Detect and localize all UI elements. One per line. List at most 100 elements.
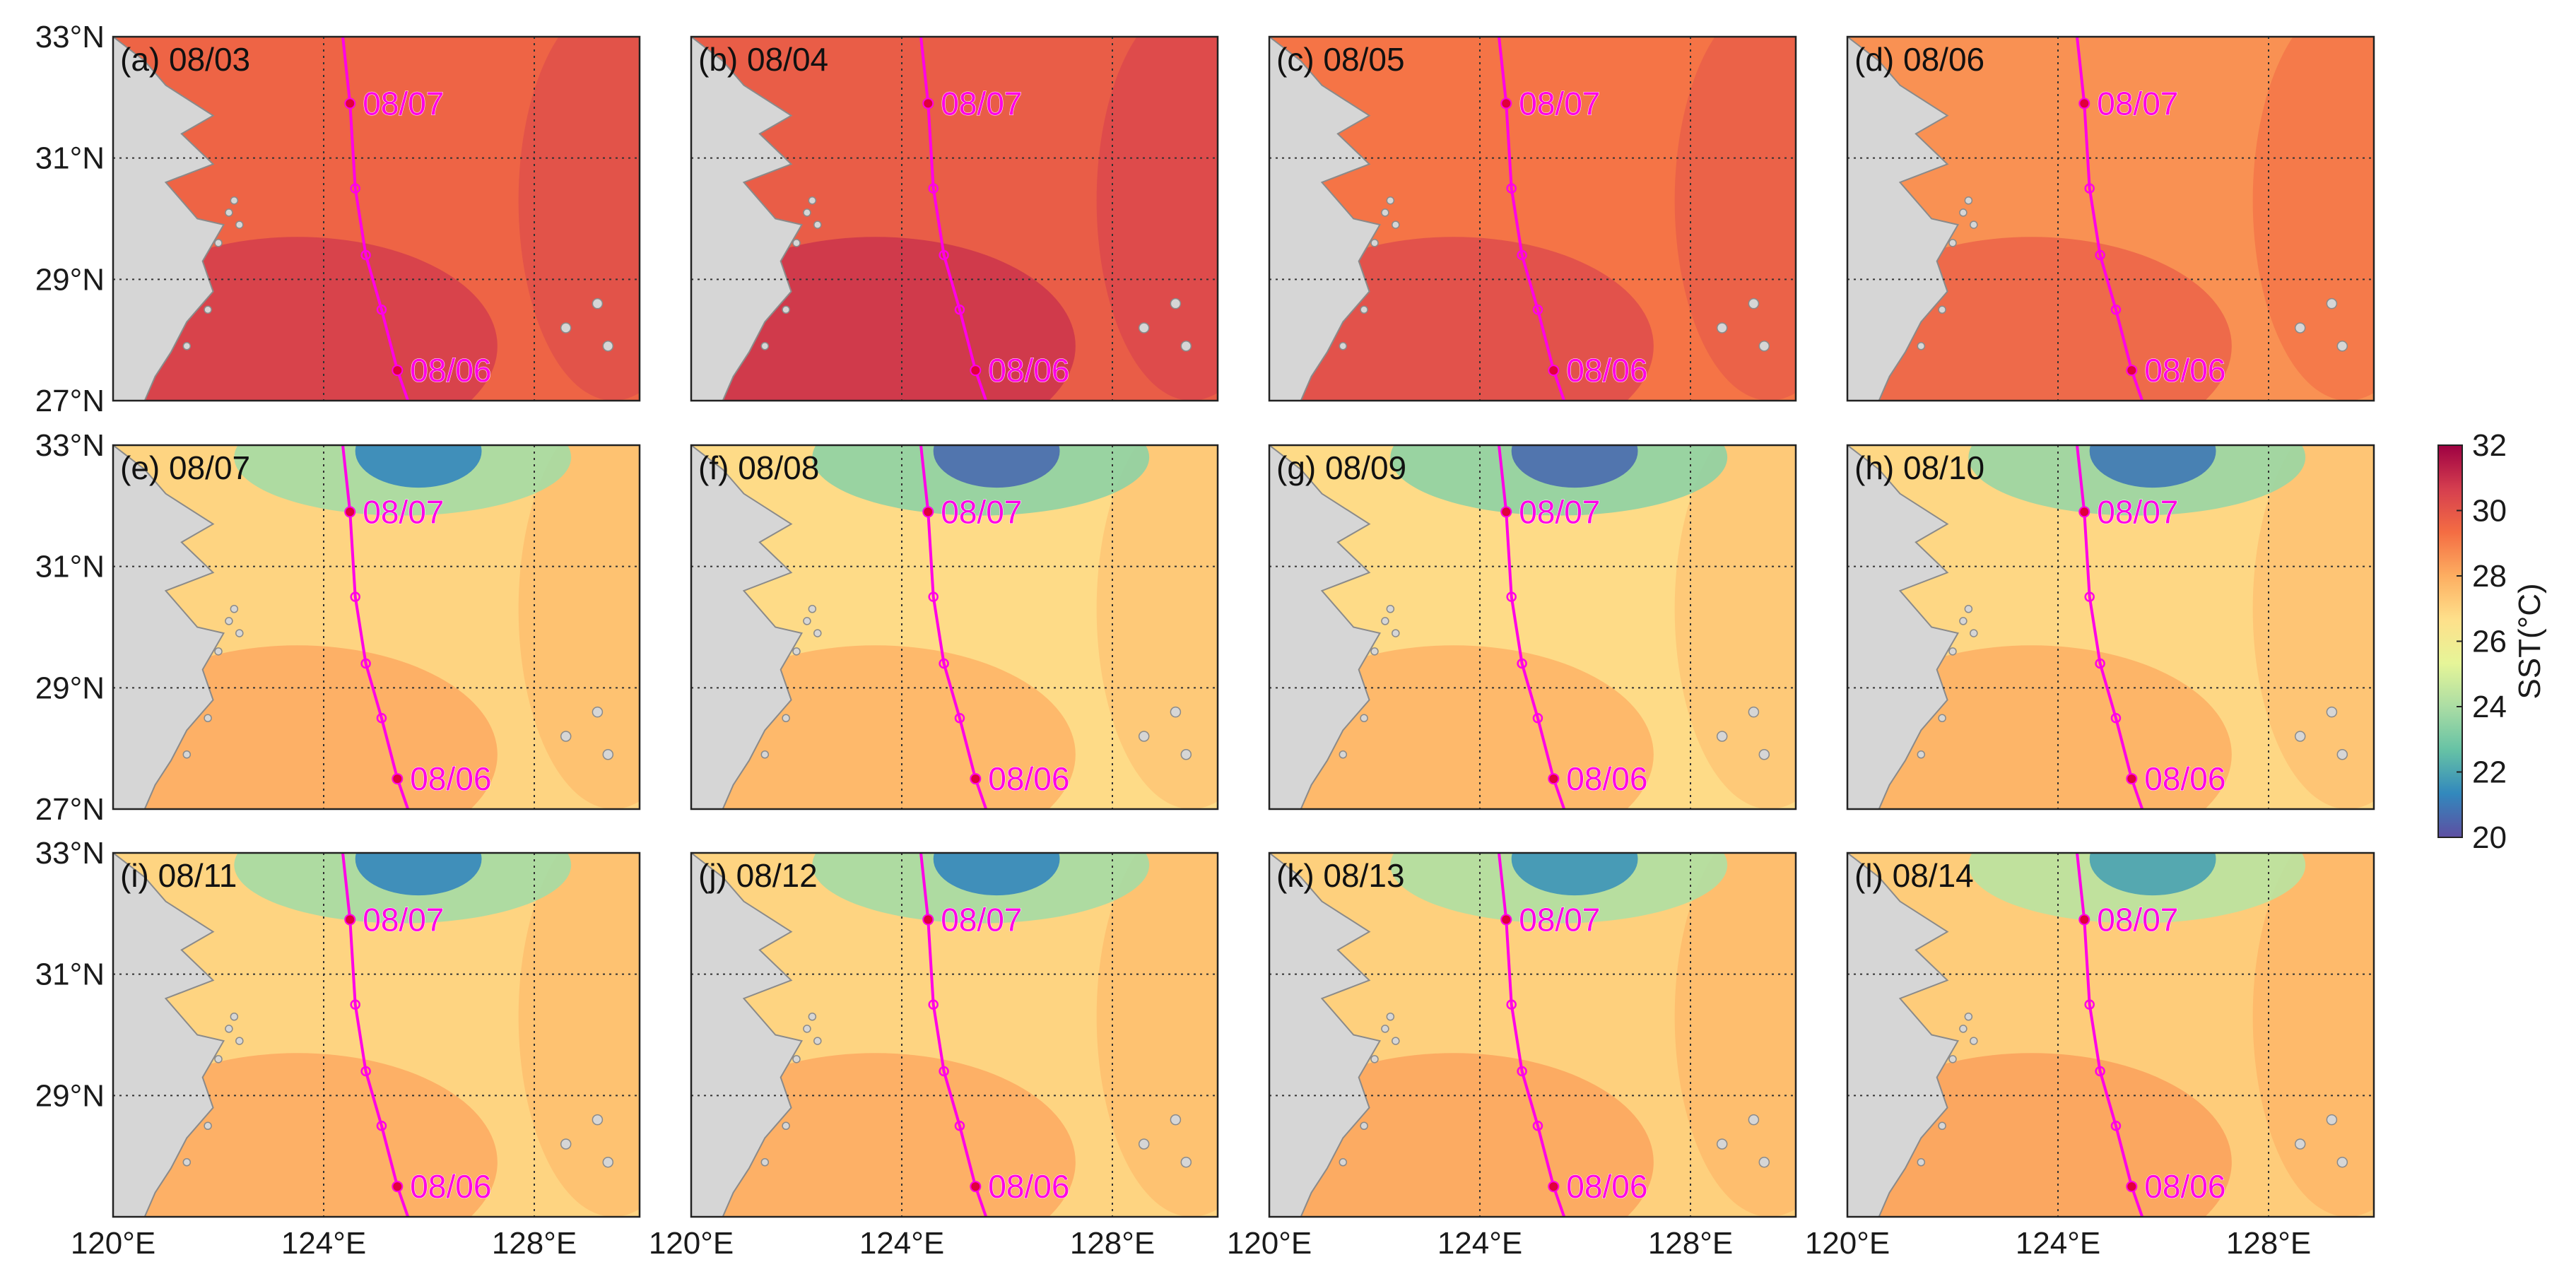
island: [225, 1025, 233, 1033]
panel-label: (l) 08/14: [1854, 857, 1974, 894]
x-tick-label: 120°E: [1805, 1226, 1890, 1261]
island: [803, 208, 811, 217]
sst-east-patch: [518, 445, 640, 809]
track-marker: [928, 183, 939, 194]
sst-warm-patch: [691, 645, 1076, 809]
panel-content: 08/06 08/07: [1847, 445, 2374, 809]
track-marker: [2084, 183, 2095, 194]
track-marker: [2110, 305, 2122, 315]
sst-east-patch: [1096, 37, 1218, 401]
land-mass: [691, 445, 803, 809]
map-panel-g: 08/06 08/07 (g) 08/09: [1268, 444, 1797, 811]
island: [813, 220, 822, 229]
track-date-label: 08/06: [988, 1168, 1069, 1205]
track-marker: [360, 658, 371, 669]
x-tick-label: 128°E: [492, 1226, 577, 1261]
sst-cold-core: [355, 445, 482, 488]
island: [1370, 1055, 1379, 1063]
island: [182, 342, 192, 350]
track-marker: [939, 1066, 949, 1077]
sst-east-patch: [1674, 853, 1796, 1217]
island: [1964, 605, 1973, 613]
colorbar-tick-label: 24: [2472, 690, 2507, 724]
island: [235, 1037, 244, 1045]
track-marker: [939, 658, 949, 669]
island: [1170, 706, 1182, 718]
island: [1381, 617, 1389, 625]
panel-content: 08/06 08/07: [1269, 853, 1796, 1217]
track-marker: [928, 999, 939, 1010]
track-date-label: 08/07: [2097, 901, 2178, 938]
island: [782, 305, 790, 314]
colorbar-tick-label: 28: [2472, 559, 2507, 594]
island: [1180, 341, 1192, 352]
track-date-label: 08/06: [2144, 1168, 2225, 1205]
sst-east-patch: [518, 37, 640, 401]
panel-frame: [690, 444, 1219, 811]
island: [808, 605, 817, 613]
island: [1748, 297, 1760, 310]
land-mass: [1269, 37, 1381, 401]
island: [182, 1158, 192, 1167]
y-tick-label: 29°N: [35, 1078, 105, 1113]
sst-east-patch: [1096, 445, 1218, 809]
track-key-marker: [2126, 773, 2138, 785]
island: [1938, 1121, 1946, 1130]
island: [1917, 750, 1926, 759]
island: [225, 617, 233, 625]
island: [782, 714, 790, 722]
panel-frame: [112, 444, 641, 811]
track-date-label: 08/07: [1519, 493, 1600, 530]
sst-cold-core: [2089, 445, 2216, 488]
land-mass: [1269, 853, 1381, 1217]
sst-east-patch: [1674, 445, 1796, 809]
y-tick-label: 29°N: [35, 262, 105, 297]
island: [230, 196, 239, 205]
map-panel-c: 08/06 08/07 (c) 08/05: [1268, 35, 1797, 402]
island: [803, 617, 811, 625]
track-marker: [360, 249, 371, 261]
island: [1964, 1013, 1973, 1021]
island: [792, 239, 801, 247]
track-key-marker: [1548, 1181, 1560, 1193]
colorbar-tick-label: 26: [2472, 625, 2507, 659]
track-date-label: 08/07: [2097, 85, 2178, 122]
track-date-label: 08/07: [363, 901, 444, 938]
track-key-marker: [970, 1181, 982, 1193]
panel-frame: [690, 851, 1219, 1218]
track-date-label: 08/07: [363, 85, 444, 122]
x-tick-label: 124°E: [2016, 1226, 2100, 1261]
track-marker: [928, 591, 939, 602]
track-marker: [1532, 305, 1543, 315]
track-date-label: 08/06: [2144, 352, 2225, 389]
track-key-marker: [970, 773, 982, 785]
panel-frame: [1846, 444, 2375, 811]
map-panel-h: 08/06 08/07 (h) 08/10: [1846, 444, 2375, 811]
track-date-label: 08/07: [2097, 493, 2178, 530]
island: [1386, 605, 1395, 613]
island: [592, 706, 604, 718]
island: [1170, 297, 1182, 310]
track-key-marker: [1500, 98, 1512, 110]
track-date-label: 08/06: [1566, 760, 1647, 797]
land-mass: [113, 853, 225, 1217]
island: [1758, 341, 1770, 352]
sst-east-patch: [518, 853, 640, 1217]
panel-content: 08/06 08/07: [691, 445, 1218, 809]
map-panel-l: 08/06 08/07 (l) 08/14 120°E 124°E 128°E: [1805, 851, 2375, 1261]
island: [230, 605, 239, 613]
island: [2326, 706, 2338, 718]
track-key-marker: [2126, 1181, 2138, 1193]
panel-label: (c) 08/05: [1276, 41, 1405, 78]
panel-content: 08/06 08/07: [1847, 37, 2374, 401]
panel-label: (j) 08/12: [698, 857, 818, 894]
track-marker: [954, 1121, 965, 1131]
panel-label: (h) 08/10: [1854, 449, 1984, 486]
track-marker: [2084, 591, 2095, 602]
island: [204, 305, 212, 314]
island: [592, 1114, 604, 1126]
island: [760, 342, 770, 350]
island: [1180, 1157, 1192, 1168]
track-marker: [1506, 591, 1517, 602]
island: [214, 1055, 223, 1063]
